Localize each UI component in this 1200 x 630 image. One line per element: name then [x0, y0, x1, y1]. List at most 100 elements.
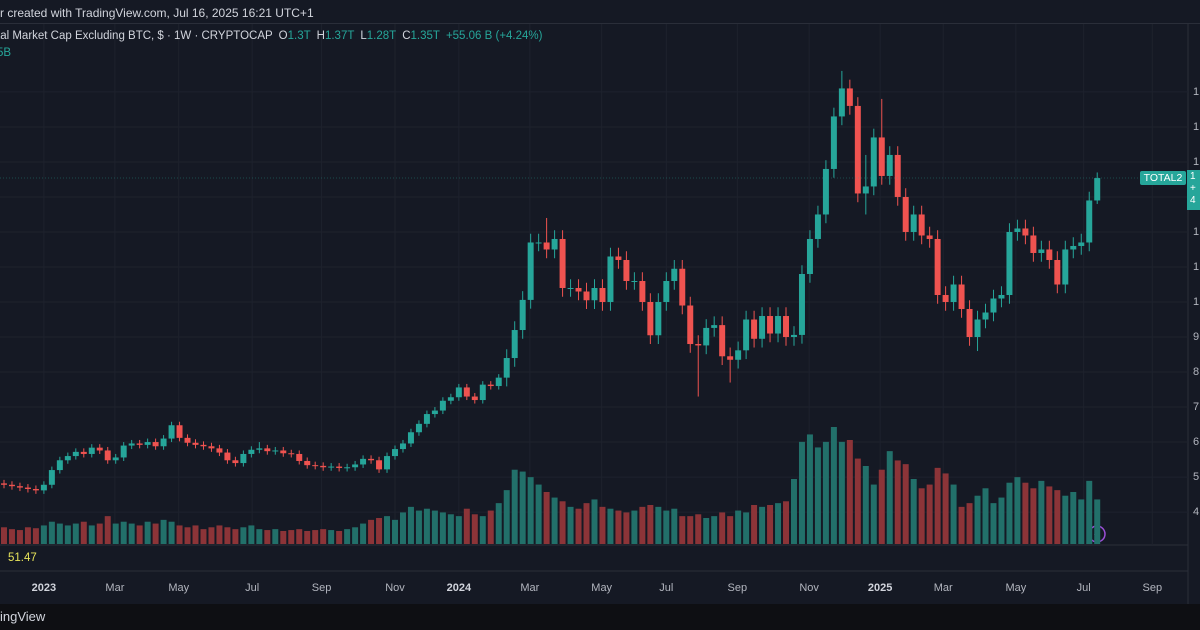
candle-body	[878, 137, 885, 176]
volume-bar	[974, 495, 981, 544]
volume-bar	[176, 525, 183, 544]
volume-bar	[479, 516, 486, 544]
candle-body	[1078, 242, 1085, 246]
volume-bar	[1006, 482, 1013, 544]
volume-bar	[1046, 486, 1053, 544]
volume-bar	[1014, 477, 1021, 544]
volume-bar	[407, 506, 414, 544]
candle-body	[24, 487, 31, 489]
volume-bar	[998, 497, 1005, 544]
x-tick-label: 2025	[868, 582, 892, 594]
volume-bar	[160, 519, 167, 544]
volume-bar	[431, 510, 438, 544]
x-tick-label: 2023	[32, 582, 56, 594]
candle-body	[48, 470, 55, 485]
candle-body	[527, 242, 534, 300]
volume-bar	[575, 508, 582, 544]
y-tick-label: 1	[1193, 226, 1199, 238]
volume-bar	[112, 523, 119, 544]
volume-bar	[184, 527, 191, 544]
volume-bar	[256, 529, 263, 544]
volume-bar	[240, 527, 247, 544]
candle-body	[1054, 259, 1061, 285]
candle-body	[16, 486, 23, 488]
volume-bar	[775, 503, 782, 544]
candle-body	[519, 299, 526, 331]
volume-bar	[527, 477, 534, 544]
volume-bar	[120, 521, 127, 544]
candle-body	[240, 453, 247, 464]
candle-body	[806, 238, 813, 274]
candle-body	[112, 457, 119, 461]
candle-body	[447, 397, 454, 401]
volume-bar	[56, 523, 63, 544]
volume-bar	[607, 508, 614, 544]
volume-bar	[878, 469, 885, 544]
candle-body	[248, 449, 255, 454]
candle-body	[479, 384, 486, 401]
volume-bar	[511, 469, 518, 544]
volume-bar	[711, 516, 718, 544]
volume-bar	[767, 505, 774, 544]
candle-body	[208, 446, 215, 449]
candle-body	[495, 377, 502, 387]
price-tag-text: 4	[1190, 195, 1196, 206]
candle-body	[974, 319, 981, 338]
y-tick-label: 4	[1193, 506, 1199, 518]
candle-body	[264, 448, 271, 452]
volume-bar	[248, 525, 255, 544]
volume-bar	[838, 441, 845, 544]
price-tag-text: 1	[1190, 171, 1196, 182]
candle-body	[607, 256, 614, 303]
candle-body	[272, 450, 279, 452]
volume-bar	[392, 519, 398, 544]
x-tick-label: May	[591, 582, 612, 594]
volume-bar	[671, 508, 678, 544]
volume-bar	[647, 505, 654, 544]
candle-body	[735, 350, 742, 360]
volume-bar	[144, 521, 151, 544]
candle-body	[232, 460, 239, 464]
candle-body	[431, 410, 438, 415]
change: +55.06 B (+4.24%)	[445, 30, 543, 42]
symbol-title: tal Market Cap Excluding BTC, $ · 1W · C…	[0, 30, 273, 42]
volume-bar	[790, 479, 797, 544]
volume-bar	[822, 441, 829, 544]
volume-label: 5B	[0, 47, 12, 59]
volume-bar	[1022, 482, 1029, 544]
y-tick-label: 5	[1193, 471, 1199, 483]
candle-body	[352, 464, 359, 468]
candle-body	[376, 460, 383, 470]
volume-bar	[846, 440, 853, 544]
volume-bar	[336, 531, 343, 544]
volume-bar	[655, 506, 662, 544]
candle-body	[567, 288, 574, 290]
volume-bar	[1054, 490, 1061, 544]
volume-bar	[990, 503, 997, 544]
volume-bar	[24, 527, 31, 544]
candle-body	[886, 154, 893, 176]
candle-body	[1070, 245, 1077, 250]
ohlc-key: L	[360, 30, 367, 42]
y-tick-label: 8	[1193, 366, 1199, 378]
volume-bar	[719, 512, 726, 544]
volume-bar	[32, 528, 39, 544]
candle-body	[711, 325, 718, 328]
x-tick-label: Nov	[799, 582, 819, 594]
candle-body	[743, 319, 750, 351]
candle-body	[615, 256, 622, 260]
x-tick-label: 2024	[447, 582, 472, 594]
candle-body	[392, 449, 398, 457]
candle-body	[160, 438, 167, 447]
volume-bar	[328, 530, 335, 544]
candle-body	[463, 387, 470, 397]
volume-bar	[200, 529, 207, 544]
candle-body	[535, 242, 542, 244]
y-tick-label: 1	[1193, 121, 1199, 133]
volume-bar	[798, 441, 805, 544]
volume-bar	[208, 527, 215, 544]
ohlc-value: 1.37T	[324, 30, 355, 42]
candle-body	[312, 465, 319, 467]
volume-bar	[902, 464, 909, 544]
x-tick-label: May	[168, 582, 189, 594]
